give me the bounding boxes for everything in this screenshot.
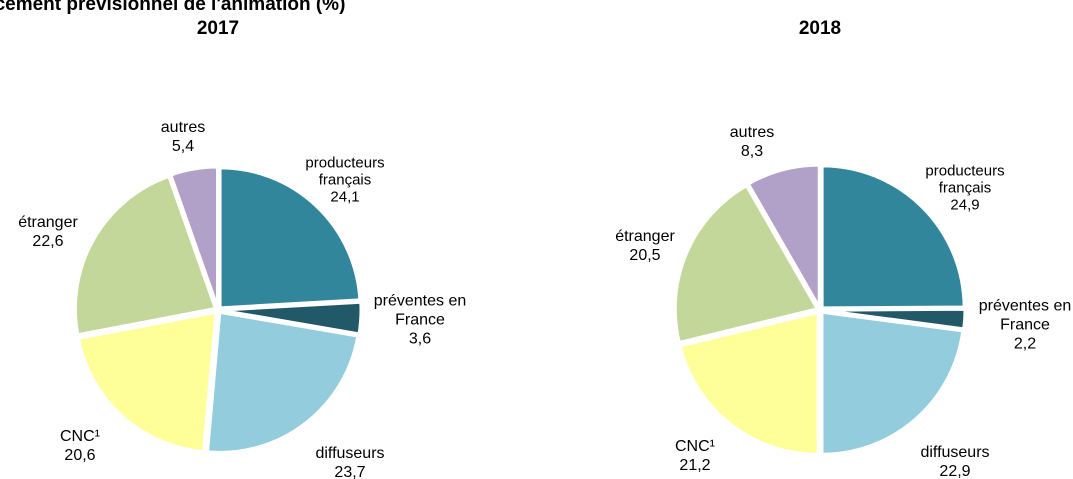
value-label: 22,9 — [939, 463, 971, 479]
pie-slice — [205, 310, 360, 454]
slice-label: autres 5,4 — [153, 118, 213, 156]
slice-label: producteurs français 24,1 — [295, 155, 395, 206]
slice-label: CNC¹ 21,2 — [665, 437, 725, 475]
pie-slice — [168, 165, 219, 308]
category-label: diffuseurs — [315, 445, 385, 462]
value-label: 21,2 — [679, 457, 711, 474]
value-label: 20,5 — [629, 247, 661, 264]
main-title: cement prévisionnel de l'animation (%) — [0, 0, 346, 15]
slice-label: étranger 20,5 — [600, 227, 690, 265]
chart-title: 2017 — [196, 18, 240, 39]
slice-label: préventes en France 2,2 — [975, 297, 1073, 354]
value-label: 24,9 — [950, 196, 980, 214]
category-label: autres — [160, 119, 206, 136]
pie-slice — [678, 310, 820, 456]
pie-slice — [820, 310, 965, 456]
value-label: 24,1 — [330, 188, 360, 206]
category-label: préventes en France — [978, 297, 1072, 334]
value-label: 23,7 — [334, 464, 366, 479]
category-label: CNC¹ — [675, 438, 715, 455]
slice-label: préventes en France 3,6 — [370, 292, 470, 349]
slice-label: CNC¹ 20,6 — [50, 427, 110, 465]
value-label: 2,2 — [1013, 335, 1037, 353]
value-label: 8,3 — [740, 143, 764, 160]
pie-slice — [673, 183, 820, 345]
category-label: diffuseurs — [920, 444, 990, 461]
value-label: 5,4 — [171, 138, 195, 155]
category-label: producteurs français — [305, 154, 385, 189]
pie-slice — [746, 163, 821, 313]
category-label: autres — [729, 124, 775, 141]
pie-slice — [822, 307, 967, 331]
slice-label: diffuseurs 23,7 — [300, 444, 400, 479]
slice-label: producteurs français 24,9 — [915, 163, 1015, 214]
value-label: 20,6 — [64, 447, 96, 464]
pie-slice — [218, 166, 362, 310]
slice-label: autres 8,3 — [722, 123, 782, 161]
slice-label: étranger 22,6 — [3, 213, 93, 251]
slice-label: diffuseurs 22,9 — [905, 443, 1005, 479]
category-label: étranger — [18, 214, 78, 231]
pie-slice — [76, 310, 218, 454]
category-label: préventes en France — [373, 292, 467, 329]
pie-slice — [220, 300, 363, 336]
category-label: producteurs français — [925, 162, 1005, 197]
pie-slice — [820, 164, 966, 310]
chart-title: 2018 — [798, 18, 842, 39]
value-label: 3,6 — [408, 330, 432, 348]
category-label: étranger — [615, 228, 675, 245]
value-label: 22,6 — [32, 233, 64, 250]
pie-slice — [73, 174, 218, 337]
category-label: CNC¹ — [60, 428, 100, 445]
